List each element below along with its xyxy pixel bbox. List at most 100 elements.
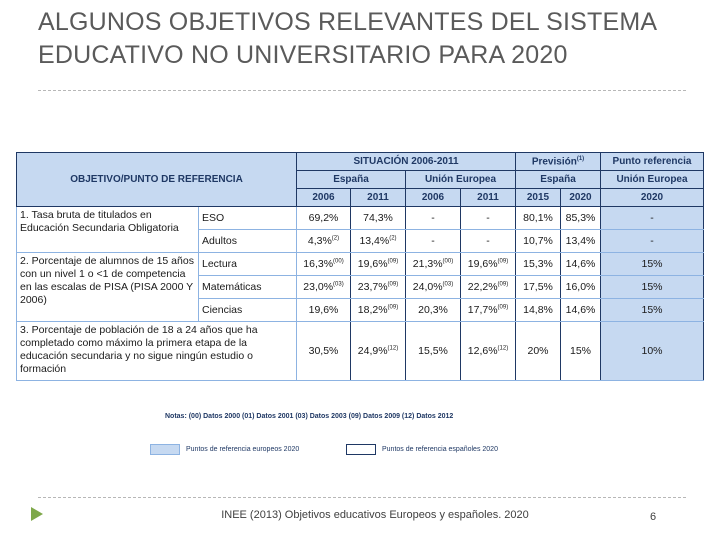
header-note: (1) [576,155,585,162]
value-text: 15,5% [418,345,448,357]
source: INEE (2013) Objetivos educativos Europeo… [221,509,529,521]
value-cell: 80,1% [515,206,561,230]
table-body: 1. Tasa bruta de titulados en Educación … [16,206,704,381]
value-cell: 10% [600,321,704,381]
value-cell: 15,3% [515,252,561,276]
value-cell: 16,3%(00) [296,252,351,276]
value-note: (12) [387,345,399,352]
value-cell: 85,3% [560,206,601,230]
value-text: 19,6% [467,258,498,270]
header-cell: 2006 [296,188,351,207]
value-text: 19,6% [308,304,339,316]
value-cell: 19,6%(09) [460,252,516,276]
value-note: (09) [387,281,399,288]
header-cell: Punto referencia [600,152,704,171]
table-head: OBJETIVO/PUNTO DE REFERENCIA SITUACIÓN 20… [16,152,704,207]
header-cell: SITUACIÓN 2006-2011 [296,152,516,171]
value-cell: 30,5% [296,321,351,381]
objective-cell: 1. Tasa bruta de titulados en Educación … [16,206,199,253]
value-text: 20% [527,345,549,357]
header-text: Previsión [531,156,577,168]
value-text: 16,3% [303,258,334,270]
header-cell: 2020 [560,188,601,207]
value-text: - [486,235,490,247]
header-cell: 2015 [515,188,561,207]
value-note: (09) [497,304,509,311]
value-cell: 19,6% [296,298,351,322]
value-text: 18,2% [357,304,388,316]
value-cell: 15% [600,275,704,299]
objective-cell: 2. Porcentaje de alumnos de 15 años con … [16,252,199,322]
header-cell: Unión Europea [405,170,516,189]
value-note: (09) [387,258,399,265]
value-text: 15% [641,304,663,316]
value-text: 20,3% [418,304,448,316]
value-cell: - [600,206,704,230]
value-text: 10% [641,345,663,357]
value-cell: 19,6%(09) [350,252,406,276]
indicator-cell: ESO [198,206,297,230]
legend-label: Puntos de referencia españoles 2020 [382,446,498,453]
slide-title: ALGUNOS OBJETIVOS RELEVANTES DEL SISTEMA… [38,6,657,72]
value-text: 80,1% [523,212,553,224]
objectives-table: OBJETIVO/PUNTO DE REFERENCIA SITUACIÓN 20… [16,152,704,381]
objective-cell: 3. Porcentaje de población de 18 a 24 añ… [16,321,297,381]
value-text: - [486,212,490,224]
value-text: 69,2% [308,212,339,224]
value-cell: 10,7% [515,229,561,253]
table-row: 3. Porcentaje de población de 18 a 24 añ… [16,321,704,381]
value-text: 21,3% [412,258,443,270]
title-line: EDUCATIVO NO UNIVERSITARIO PARA 2020 [38,41,568,69]
value-note: (03) [442,281,454,288]
header-cell: España [515,170,601,189]
value-cell: - [405,206,461,230]
value-cell: 14,6% [560,252,601,276]
value-text: 15,3% [523,258,553,270]
value-cell: 20,3% [405,298,461,322]
divider [38,90,686,91]
value-text: 17,7% [467,304,498,316]
value-note: (09) [387,304,399,311]
value-cell: 14,6% [560,298,601,322]
value-cell: - [405,229,461,253]
value-text: 23,7% [357,281,388,293]
value-note: (09) [497,281,509,288]
value-cell: 15% [560,321,601,381]
value-text: 15% [641,281,663,293]
header-cell: 2011 [460,188,516,207]
value-text: 14,6% [565,304,596,316]
value-cell: 14,8% [515,298,561,322]
value-cell: - [600,229,704,253]
table-row: 2. Porcentaje de alumnos de 15 años con … [16,252,704,322]
value-cell: 15% [600,252,704,276]
legend-item: Puntos de referencia españoles 2020 [346,444,498,455]
value-text: 15% [569,345,591,357]
value-cell: 12,6%(12) [460,321,516,381]
legend-swatch [346,444,376,455]
value-note: (12) [497,345,509,352]
header-cell: España [296,170,406,189]
value-text: 19,6% [357,258,388,270]
value-text: - [431,212,435,224]
value-cell: 18,2%(09) [350,298,406,322]
value-text: 13,4% [359,235,390,247]
value-text: 10,7% [523,235,553,247]
value-note: (00) [333,258,344,265]
table-row: Matemáticas 23,0%(03) 23,7%(09) 24,0%(03) 22… [17,275,704,299]
value-note: (2) [331,235,340,242]
value-note: (09) [497,258,509,265]
page-number: 6 [650,511,657,523]
bullet-triangle [31,507,43,521]
value-cell: 23,7%(09) [350,275,406,299]
legend-label: Puntos de referencia europeos 2020 [186,446,300,453]
bullet-icon [31,507,43,521]
value-note: (00) [442,258,454,265]
indicator-cell: Lectura [198,252,297,276]
value-text: 15% [641,258,663,270]
title-line: ALGUNOS OBJETIVOS RELEVANTES DEL SISTEMA [38,8,658,36]
value-text: 24,0% [412,281,443,293]
value-text: 14,6% [565,258,596,270]
value-cell: 24,9%(12) [350,321,406,381]
value-text: 30,5% [308,345,339,357]
